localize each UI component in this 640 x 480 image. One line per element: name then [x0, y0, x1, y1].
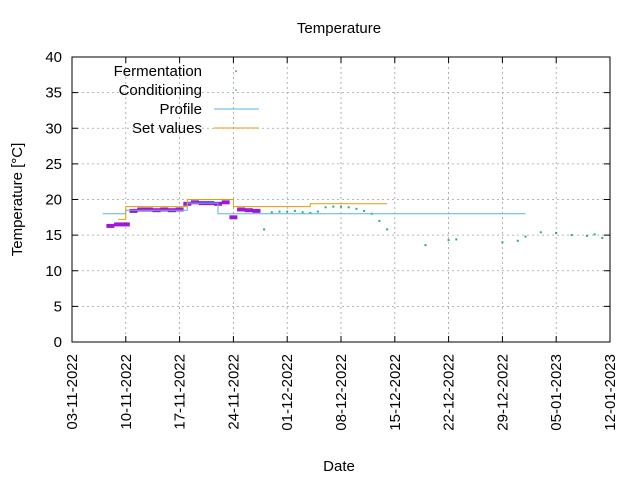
y-tick-label: 10 — [45, 263, 62, 280]
x-tick-label: 03-11-2022 — [64, 354, 81, 430]
data-point-conditioning — [340, 205, 342, 208]
data-point-fermentation — [191, 200, 199, 205]
data-point-fermentation — [252, 208, 261, 213]
x-tick-label: 05-01-2023 — [548, 354, 565, 431]
y-tick-label: 40 — [45, 49, 62, 66]
data-point-conditioning — [270, 211, 273, 214]
data-point-conditioning — [263, 228, 266, 231]
y-axis-title: Temperature [°C] — [9, 143, 26, 257]
series-layer — [102, 199, 604, 247]
data-point-fermentation — [175, 207, 184, 212]
data-point-fermentation — [137, 207, 146, 212]
data-point-conditioning — [386, 228, 389, 231]
y-tick-label: 35 — [45, 85, 62, 102]
data-point-conditioning — [332, 205, 335, 208]
data-point-conditioning — [570, 234, 573, 237]
x-tick-label: 22-12-2022 — [441, 354, 458, 431]
y-tick-label: 0 — [54, 334, 62, 351]
data-point-conditioning — [593, 233, 596, 236]
data-point-fermentation — [144, 207, 153, 212]
data-point-conditioning — [278, 210, 281, 213]
legend-label-profile: Profile — [159, 101, 202, 118]
legend-marker-conditioning — [235, 89, 237, 91]
data-point-conditioning — [516, 239, 519, 242]
series-line-set-values — [118, 199, 388, 220]
y-tick-label: 30 — [45, 120, 62, 137]
x-tick-label: 10-11-2022 — [118, 354, 135, 430]
data-point-conditioning — [585, 234, 588, 237]
legend-label-conditioning: Conditioning — [119, 82, 202, 99]
grid — [71, 56, 611, 343]
chart-title: Temperature — [297, 20, 381, 37]
legend-marker-fermentation — [235, 70, 237, 72]
axes: 0 5 10 15 20 25 30 35 40 03-11-2022 10-11-2022 17-1… — [45, 49, 619, 431]
data-point-conditioning — [539, 231, 542, 234]
y-tick-label: 5 — [54, 298, 62, 315]
x-tick-label: 01-12-2022 — [279, 354, 296, 431]
data-point-conditioning — [286, 210, 289, 213]
data-point-fermentation — [106, 223, 115, 228]
data-point-conditioning — [555, 232, 558, 234]
data-point-fermentation — [129, 208, 138, 213]
data-point-fermentation — [237, 207, 246, 212]
data-point-conditioning — [455, 238, 458, 241]
legend: Fermentation Conditioning Profile Set va… — [114, 63, 259, 137]
data-point-conditioning — [363, 209, 366, 212]
y-tick-label: 20 — [45, 192, 62, 209]
data-point-fermentation — [160, 207, 169, 212]
x-tick-label: 29-12-2022 — [494, 354, 511, 431]
legend-label-set-values: Set values — [132, 120, 202, 137]
x-tick-label: 12-01-2023 — [602, 354, 619, 431]
x-tick-label: 17-11-2022 — [172, 354, 189, 430]
y-tick-label: 15 — [45, 227, 62, 244]
data-point-fermentation — [221, 200, 230, 205]
data-point-conditioning — [293, 209, 296, 212]
data-point-conditioning — [447, 239, 450, 242]
data-point-conditioning — [424, 244, 427, 247]
data-point-conditioning — [355, 207, 358, 210]
data-point-fermentation — [229, 215, 238, 220]
data-point-conditioning — [316, 210, 319, 213]
data-point-conditioning — [601, 237, 604, 239]
data-point-conditioning — [324, 206, 327, 209]
x-axis-title: Date — [323, 458, 355, 475]
y-tick-label: 25 — [45, 156, 62, 173]
data-point-fermentation — [244, 208, 253, 213]
legend-label-fermentation: Fermentation — [114, 63, 202, 80]
data-point-conditioning — [524, 235, 527, 238]
data-point-conditioning — [309, 212, 312, 214]
x-tick-label: 24-11-2022 — [225, 354, 242, 430]
data-point-conditioning — [501, 241, 504, 244]
data-point-conditioning — [301, 211, 304, 214]
data-point-fermentation — [114, 222, 123, 227]
x-tick-label: 08-12-2022 — [333, 354, 350, 431]
data-point-fermentation — [121, 222, 130, 227]
data-point-conditioning — [378, 219, 381, 222]
x-tick-label: 15-12-2022 — [387, 354, 404, 431]
data-point-conditioning — [347, 206, 350, 209]
